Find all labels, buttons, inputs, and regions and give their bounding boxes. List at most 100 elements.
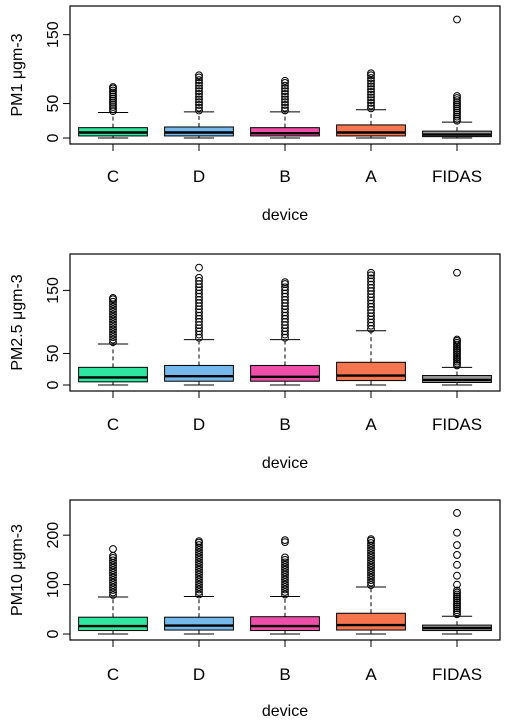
outlier-point — [367, 546, 375, 555]
outlier-point — [453, 608, 461, 617]
outlier-point — [367, 568, 375, 577]
outlier-point — [109, 101, 117, 109]
outlier-point — [109, 94, 117, 103]
outlier-point — [367, 271, 375, 280]
outlier-point — [367, 90, 375, 99]
outlier-point — [367, 551, 375, 560]
box-body — [250, 364, 320, 382]
outlier-point — [367, 76, 375, 85]
outlier-point — [195, 551, 203, 559]
x-tick-label: B — [279, 665, 290, 684]
outlier-point — [109, 320, 117, 329]
outlier-point — [281, 84, 289, 93]
outlier-point — [281, 103, 289, 112]
outlier-point — [195, 590, 203, 599]
outlier-point — [367, 101, 375, 110]
outlier-point — [195, 98, 203, 107]
outlier-point — [109, 88, 117, 97]
y-axis-label: PM2.5 μgm-3 — [9, 274, 26, 370]
outlier-point — [453, 268, 461, 277]
outlier-point — [109, 581, 117, 589]
outlier-point — [195, 71, 203, 80]
chart-panel-2: 0 50 150 PM2.5 μgm-3 C D B A FIDAS device — [9, 253, 501, 472]
outlier-point — [195, 273, 203, 282]
outlier-point — [281, 106, 289, 115]
outlier-point — [195, 568, 203, 577]
x-tick-label: B — [279, 415, 290, 434]
outlier-point — [281, 536, 289, 545]
y-axis-label: PM1 μgm-3 — [9, 33, 26, 116]
outlier-point — [453, 604, 461, 613]
outlier-point — [453, 110, 461, 119]
outlier-point — [281, 590, 289, 599]
outlier-point — [281, 283, 289, 292]
outlier-point — [367, 79, 375, 88]
chart-panel-3: 0 100 200 PM10 μgm-3 C D B A FIDAS device — [9, 499, 501, 720]
outlier-point — [453, 588, 461, 597]
box-A: A — [336, 69, 406, 186]
outlier-point — [109, 325, 117, 334]
outlier-point — [195, 575, 203, 584]
outlier-point — [367, 535, 375, 544]
outlier-point — [195, 101, 203, 109]
outlier-point — [453, 104, 461, 113]
outlier-point — [109, 583, 117, 592]
outlier-point — [281, 553, 289, 562]
outlier-point — [109, 335, 117, 344]
outlier-point — [281, 568, 289, 577]
y-tick-label: 0 — [45, 629, 62, 638]
outlier-point — [195, 90, 203, 98]
outlier-point — [453, 335, 461, 344]
outlier-point — [367, 82, 375, 91]
outlier-point — [453, 102, 461, 111]
outlier-point — [109, 312, 117, 321]
box-body — [78, 366, 148, 383]
box-body — [250, 616, 320, 632]
outlier-point — [281, 573, 289, 582]
outlier-point — [453, 571, 461, 580]
outlier-point — [109, 83, 117, 91]
outlier-point — [281, 78, 289, 87]
outlier-point — [281, 90, 289, 98]
box-body — [78, 616, 148, 632]
outlier-point — [195, 546, 203, 554]
outlier-point — [195, 81, 203, 90]
outlier-point — [453, 112, 461, 121]
outlier-point — [195, 92, 203, 101]
outlier-point — [109, 98, 117, 107]
outlier-point — [195, 84, 203, 93]
box-body — [250, 127, 320, 137]
outlier-point — [281, 585, 289, 594]
outlier-point — [453, 586, 461, 595]
outlier-point — [367, 74, 375, 82]
chart-panel-1: 0 50 150 PM1 μgm-3 C D B A FIDAS device — [9, 5, 501, 224]
outlier-point — [195, 588, 203, 596]
box-B: B — [250, 278, 320, 434]
x-axis-label: device — [262, 455, 308, 472]
outlier-point — [109, 323, 117, 331]
outlier-point — [281, 570, 289, 579]
outlier-point — [109, 566, 117, 575]
outlier-point — [281, 95, 289, 104]
outlier-point — [367, 104, 375, 113]
outlier-point — [195, 103, 203, 112]
outlier-point — [281, 588, 289, 596]
x-tick-label: D — [193, 415, 205, 434]
outlier-point — [195, 585, 203, 594]
box-B: B — [250, 76, 320, 186]
y-tick-label: 100 — [45, 571, 62, 598]
x-tick-label: FIDAS — [432, 665, 482, 684]
outlier-point — [367, 556, 375, 565]
outlier-point — [367, 549, 375, 557]
outlier-point — [367, 69, 375, 78]
outlier-point — [109, 315, 117, 324]
x-axis-label: device — [262, 207, 308, 224]
box-body — [164, 616, 234, 631]
y-tick-label: 50 — [45, 95, 62, 113]
outlier-point — [195, 580, 203, 589]
outlier-point — [453, 541, 461, 549]
outlier-point — [109, 588, 117, 597]
outlier-point — [453, 528, 461, 537]
outlier-point — [109, 330, 117, 339]
outlier-point — [367, 558, 375, 567]
